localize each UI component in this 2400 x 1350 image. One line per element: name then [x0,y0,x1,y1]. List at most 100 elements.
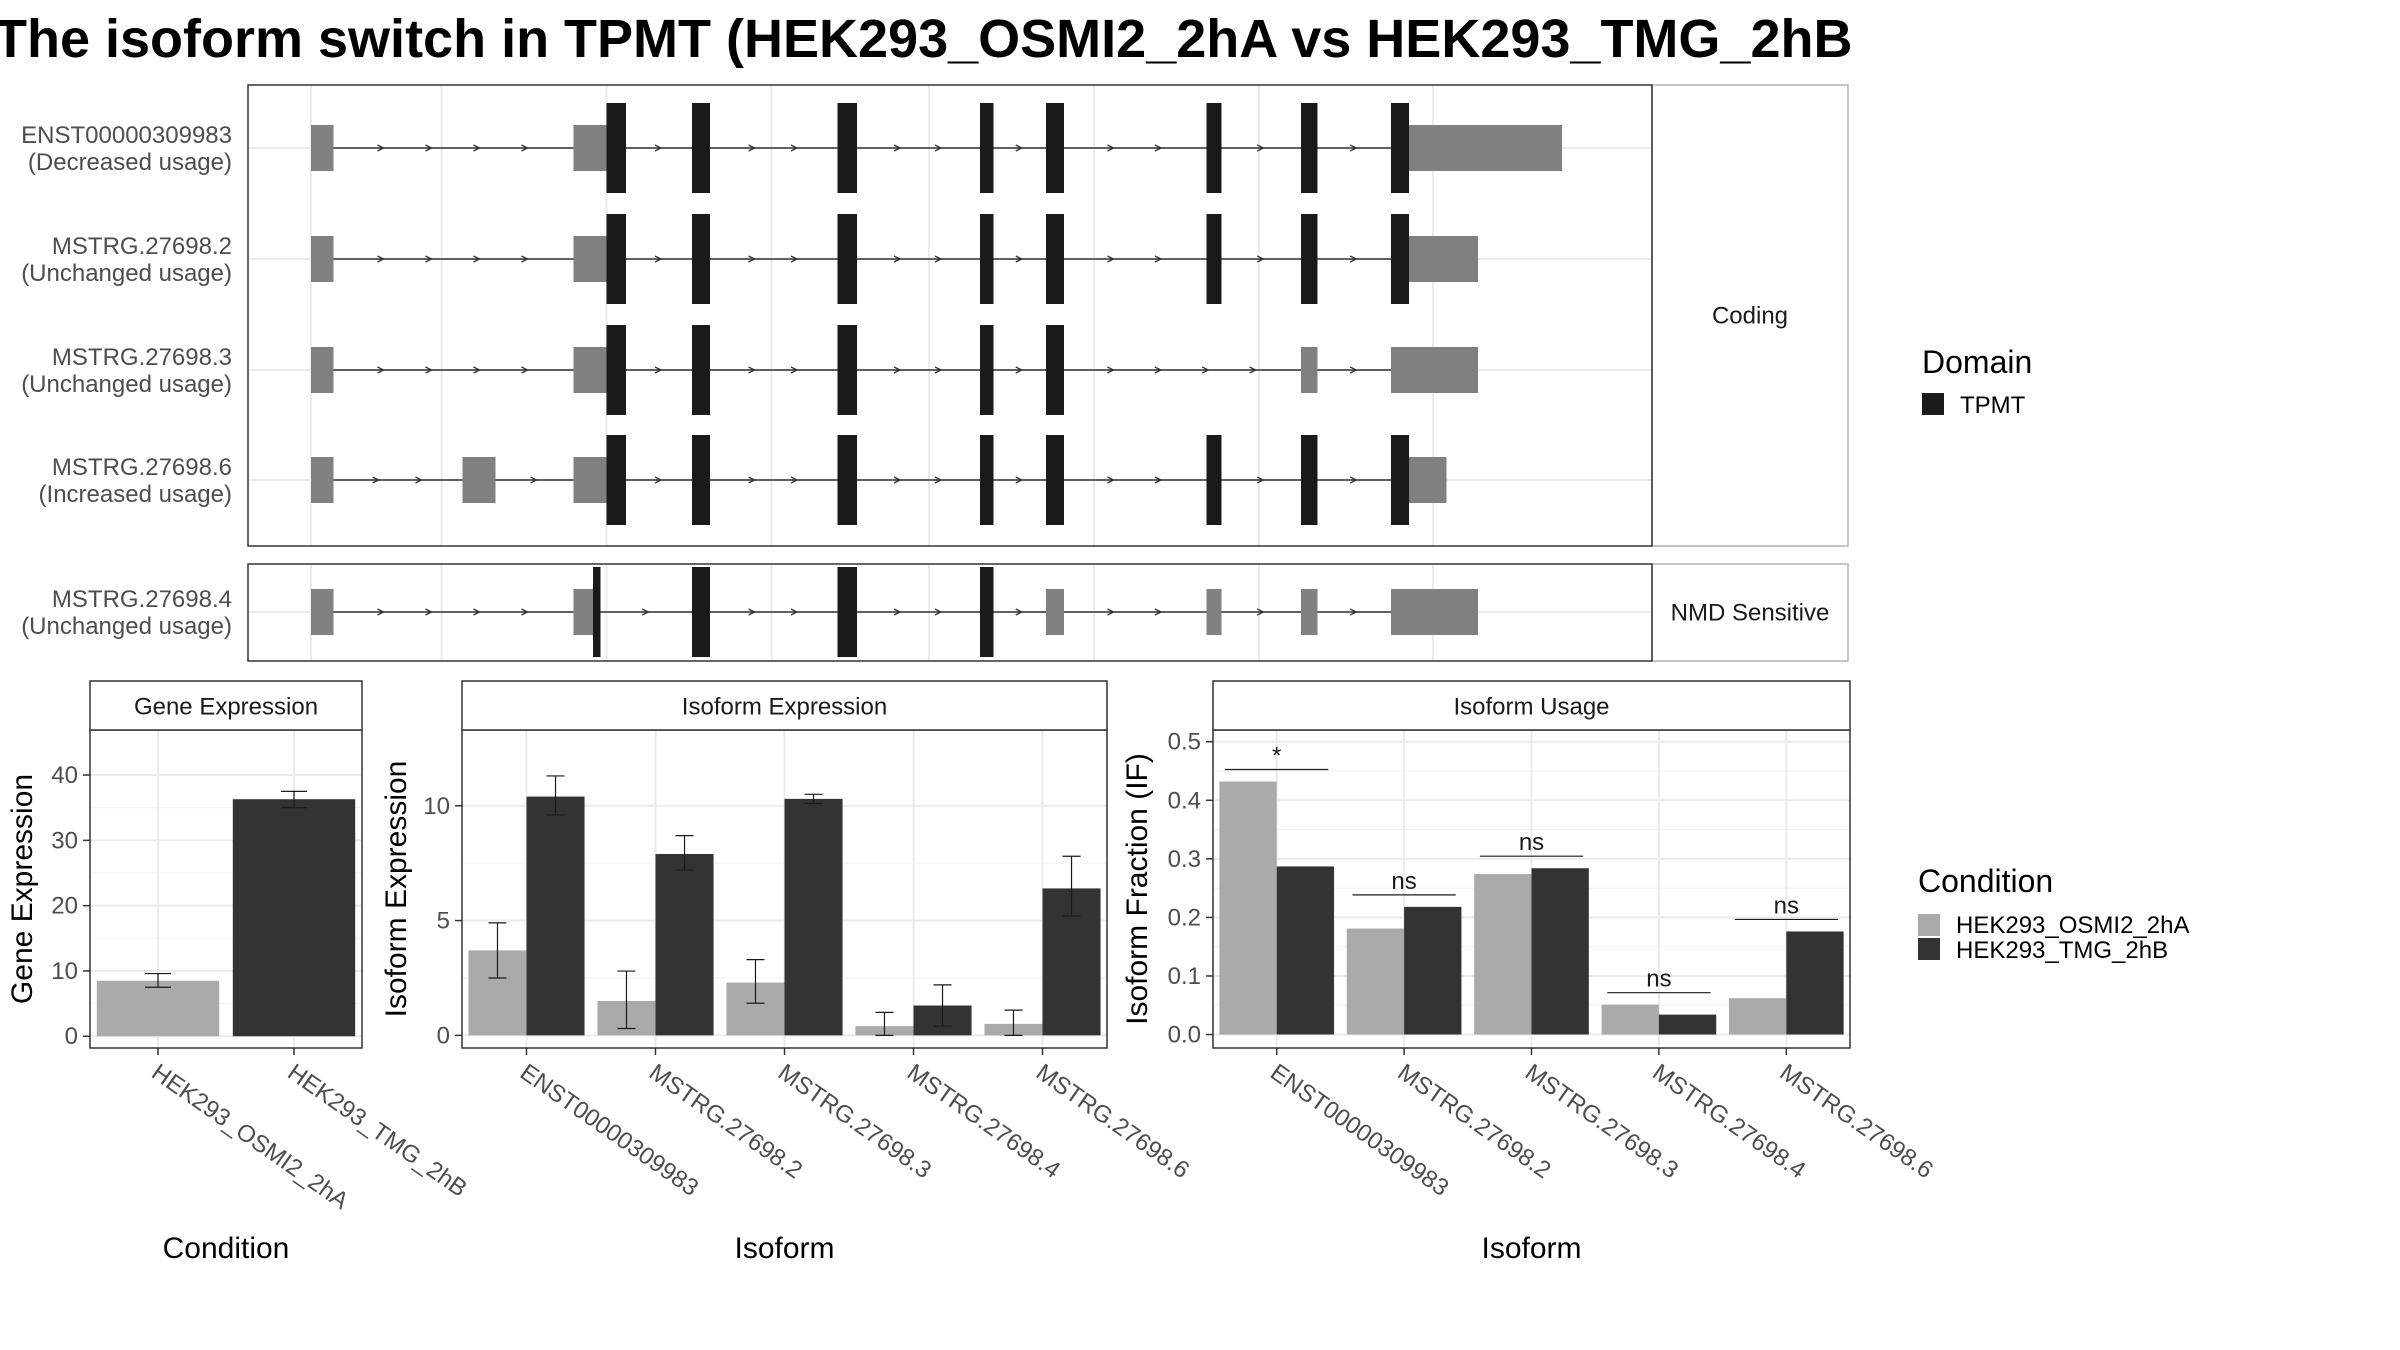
transcript-usage-label: (Decreased usage) [28,149,232,176]
exon-utr [311,589,334,635]
transcript-id-label: MSTRG.27698.3 [52,344,232,371]
intron-arrow [1256,608,1265,616]
exon-coding [1206,103,1222,193]
exon-coding [1046,435,1064,525]
panel-strip [1212,680,1851,731]
exon-coding [980,214,994,304]
intron-arrow [1154,608,1163,616]
significance-label: ns [1646,966,1671,993]
exon-utr [573,347,607,393]
exon-coding [593,567,601,657]
exon-utr [1409,236,1478,282]
y-axis-title: Isoform Expression [380,761,413,1018]
structure-strip-label: Coding [1712,303,1788,330]
exon-coding [692,567,710,657]
exon-utr [1046,589,1064,635]
y-tick-label: 0.5 [1168,729,1201,756]
intron-arrow [1154,255,1163,263]
panel-strip-label: Gene Expression [134,694,318,721]
transcript-usage-label: (Increased usage) [39,481,232,508]
intron-arrow [1349,608,1358,616]
intron-arrow [425,144,433,152]
intron-arrow [1107,255,1115,263]
intron-arrow [425,366,433,374]
intron-arrow [1154,476,1163,484]
y-tick-label: 0.1 [1168,963,1201,990]
bar [1531,868,1589,1035]
exon-coding [1301,214,1318,304]
intron-arrow [934,144,943,152]
bar [1346,928,1405,1035]
exon-utr [1301,347,1318,393]
significance-label: ns [1391,868,1416,895]
intron-arrow [425,255,433,263]
exon-coding [980,103,994,193]
bar [1728,998,1787,1035]
error-bar [1004,1009,1023,1036]
panel-strip [461,680,1108,731]
exon-utr [1391,589,1478,635]
intron-arrow [934,366,943,374]
exon-coding [1391,214,1409,304]
intron-arrow [372,476,380,484]
exon-coding [1206,214,1222,304]
exon-utr [311,457,334,503]
exon-coding [692,214,710,304]
exon-coding [1046,325,1064,415]
error-bar [875,1011,894,1036]
exon-coding [1046,103,1064,193]
intron-arrow [1015,608,1024,616]
exon-coding [837,325,857,415]
intron-arrow [521,144,529,152]
structure-panel-border [247,563,1653,662]
exon-coding [606,103,626,193]
exon-utr [1206,589,1222,635]
panel-strip [89,680,363,731]
intron-arrow [893,255,902,263]
y-tick-label: 10 [51,958,78,985]
exon-utr [1301,589,1318,635]
significance-label: ns [1774,892,1799,919]
isoform-usage-plot: * ns ns ns ns Isoform Usage 0.0 0.1 0.2 0.3 0.4 0.5… [1121,680,1938,1265]
intron-arrow [1349,366,1358,374]
y-axis-title: Isoform Fraction (IF) [1121,753,1154,1025]
error-bar [488,922,507,979]
bar [1404,906,1462,1035]
exon-coding [980,567,994,657]
error-bar [933,984,952,1027]
intron-arrow [1349,144,1358,152]
exon-coding [1206,435,1222,525]
intron-arrow [1154,366,1163,374]
bar [1219,781,1277,1035]
intron-arrow [1349,476,1358,484]
intron-arrow [530,476,538,484]
exon-utr [1391,347,1478,393]
exon-coding [1301,103,1318,193]
exon-coding [837,567,857,657]
significance-label: ns [1519,829,1544,856]
intron-arrow [654,366,663,374]
intron-arrow [1015,366,1024,374]
legend-key-cond2 [1918,938,1940,960]
exon-coding [606,435,626,525]
bar [526,796,585,1036]
intron-arrow [473,608,481,616]
transcript-id-label: MSTRG.27698.6 [52,454,232,481]
intron-arrow [1107,144,1115,152]
intron-arrow [641,608,650,616]
isoform-expression-plot: Isoform Expression0510ENST00000309983MST… [380,680,1194,1265]
exon-coding [692,325,710,415]
intron-arrow [1249,366,1258,374]
intron-arrow [934,608,943,616]
bar [1276,866,1335,1035]
intron-arrow [748,476,756,484]
legends: Domain TPMT Condition HEK293_OSMI2_2hAHEK29… [1918,344,2189,964]
exon-utr [311,347,334,393]
exon-coding [606,214,626,304]
intron-arrow [473,255,481,263]
legend-label-cond1: HEK293_OSMI2_2hA [1956,912,2189,939]
intron-arrow [1256,255,1265,263]
bar [1786,931,1844,1035]
intron-arrow [748,144,756,152]
exon-coding [1301,435,1318,525]
